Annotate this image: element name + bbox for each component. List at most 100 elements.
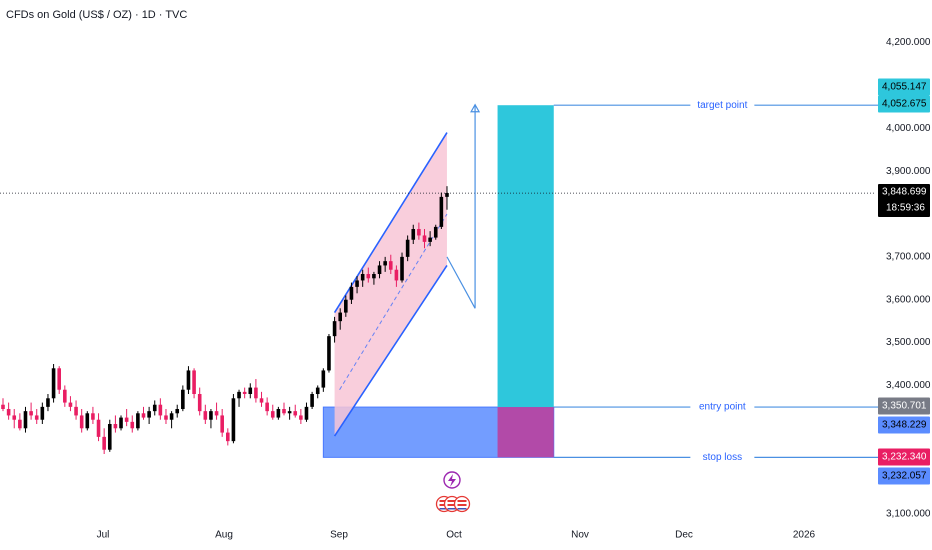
candle-body <box>315 387 320 395</box>
price-badge-label: 3,348.229 <box>882 420 927 431</box>
candle-body <box>40 406 45 420</box>
y-tick-label: 3,500.000 <box>886 337 931 348</box>
y-tick-label: 3,900.000 <box>886 166 931 177</box>
candle-body <box>119 417 123 429</box>
channel-upper-line <box>333 132 448 314</box>
flag-stripe <box>447 504 457 506</box>
price-badge <box>878 467 930 485</box>
candle-body <box>214 411 219 416</box>
current-price-label: 3,848.699 <box>882 187 927 198</box>
candle-body <box>439 196 444 227</box>
candle-body <box>220 415 224 433</box>
flag-stripe <box>439 500 449 502</box>
candle-body <box>152 404 157 412</box>
x-tick-label: Sep <box>330 530 348 541</box>
price-badge <box>878 95 930 113</box>
price-badge-label: 4,052.675 <box>882 99 927 110</box>
chart-title: CFDs on Gold (US$ / OZ) · 1D · TVC <box>6 9 188 21</box>
projection-arrowhead <box>470 103 481 113</box>
candle-body <box>175 409 180 414</box>
x-tick-label: 2026 <box>793 530 816 541</box>
candle-body <box>12 415 17 420</box>
candle-body <box>124 417 129 422</box>
candle-body <box>293 411 298 416</box>
x-tick-label: Jul <box>97 530 110 541</box>
candle-body <box>310 394 314 407</box>
candle-body <box>383 261 387 266</box>
candle-body <box>394 269 399 281</box>
candle-body <box>299 415 303 420</box>
candle-body <box>265 402 269 412</box>
candle-body <box>113 424 118 429</box>
candle-body <box>321 370 326 388</box>
candle-body <box>91 413 95 420</box>
candle-body <box>226 432 230 442</box>
flag-stripe <box>457 508 467 510</box>
candle-body <box>400 256 404 281</box>
candle-body <box>102 436 106 450</box>
candle-body <box>276 409 281 418</box>
flag-stripe <box>457 500 467 502</box>
candle-body <box>417 229 421 236</box>
candle-body <box>445 193 449 197</box>
lightning-event-icon <box>443 471 461 489</box>
target-zone <box>497 105 554 408</box>
countdown-label: 18:59:36 <box>886 203 925 214</box>
price-badge-label: 3,232.057 <box>882 471 927 482</box>
x-tick-label: Dec <box>675 530 693 541</box>
x-tick-label: Nov <box>571 530 589 541</box>
candle-body <box>141 413 146 418</box>
flag-stripe <box>447 508 457 510</box>
channel-fill <box>334 132 447 437</box>
candle-body <box>411 229 416 240</box>
target-label: target point <box>697 100 747 111</box>
y-tick-label: 4,200.000 <box>886 37 931 48</box>
candle-body <box>23 411 28 429</box>
price-badge-label: 3,350.701 <box>882 401 927 412</box>
y-tick-label: 3,100.000 <box>886 509 931 520</box>
candle-body <box>338 312 342 322</box>
candle-body <box>377 265 382 275</box>
candle-body <box>79 415 84 429</box>
candle-body <box>6 409 11 416</box>
channel-mid-line <box>339 213 448 390</box>
y-tick-label: 4,000.000 <box>886 123 931 134</box>
current-price-badge <box>878 184 930 217</box>
candle-body <box>51 368 56 399</box>
candle-body <box>422 235 427 242</box>
candle-body <box>136 413 140 429</box>
flag-stripe <box>457 504 467 506</box>
candle-body <box>372 274 376 279</box>
candle-body <box>158 404 163 416</box>
flag-stripe <box>439 508 449 510</box>
candle-body <box>287 411 292 414</box>
candle-body <box>169 413 174 420</box>
candle-body <box>254 387 258 399</box>
candle-body <box>366 274 371 279</box>
stop-label: stop loss <box>703 452 742 463</box>
y-tick-label: 3,400.000 <box>886 380 931 391</box>
flag-event-icon <box>453 495 471 513</box>
candle-body <box>192 370 196 395</box>
price-badge <box>878 448 930 466</box>
candle-body <box>68 402 73 407</box>
candle-body <box>405 239 410 257</box>
stop-zone <box>497 407 554 458</box>
price-badge <box>878 416 930 434</box>
candle-body <box>282 409 286 414</box>
candle-body <box>344 299 348 313</box>
candle-body <box>63 389 67 403</box>
candle-body <box>107 424 112 450</box>
entry-label: entry point <box>699 402 746 413</box>
candle-body <box>209 411 213 420</box>
candle-body <box>96 419 101 437</box>
candle-body <box>29 411 33 416</box>
projection-path <box>446 104 476 309</box>
candle-body <box>231 398 236 442</box>
y-tick-label: 3,700.000 <box>886 252 931 263</box>
candle-body <box>57 368 61 390</box>
x-tick-label: Oct <box>446 530 462 541</box>
candle-body <box>304 406 309 420</box>
price-badge <box>878 397 930 415</box>
